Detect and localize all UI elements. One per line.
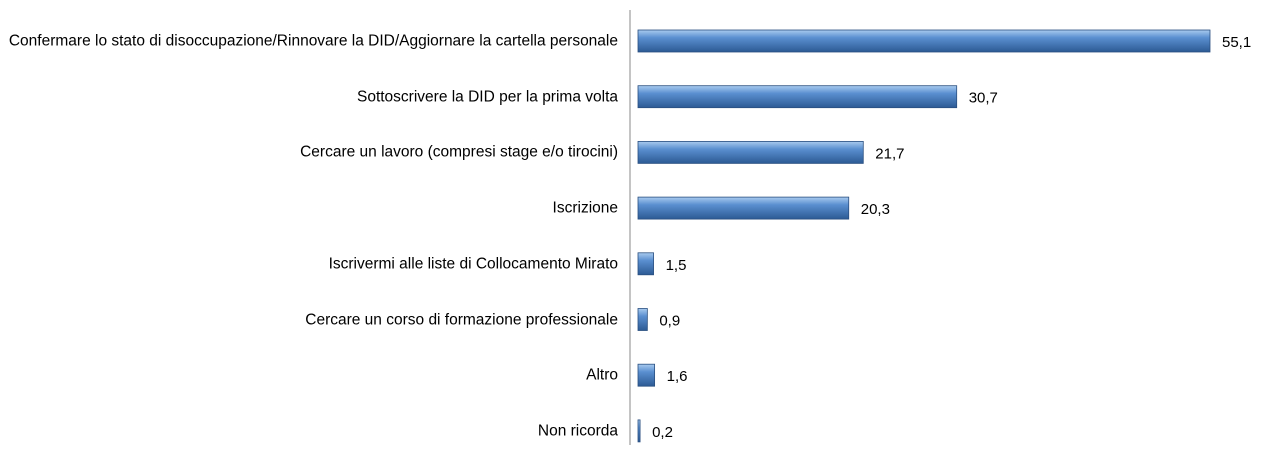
value-label: 30,7	[969, 90, 998, 107]
bar	[637, 196, 850, 220]
category-label: Cercare un lavoro (compresi stage e/o ti…	[300, 143, 618, 161]
value-label: 1,6	[667, 368, 688, 385]
value-label: 0,9	[659, 312, 680, 329]
category-label: Iscrizione	[552, 199, 618, 217]
category-label: Non ricorda	[537, 422, 618, 440]
value-label: 21,7	[875, 145, 904, 162]
category-label: Altro	[586, 366, 618, 384]
bar	[637, 140, 864, 164]
value-label: 1,5	[666, 257, 687, 274]
category-label: Cercare un corso di formazione professio…	[305, 311, 618, 328]
bar	[637, 29, 1211, 53]
bar	[637, 308, 648, 331]
bar	[637, 363, 656, 387]
category-label: Iscrivermi alle liste di Collocamento Mi…	[328, 255, 618, 273]
value-label: 0,2	[652, 424, 673, 441]
bar	[637, 252, 654, 276]
category-label: Sottoscrivere la DID per la prima volta	[356, 88, 618, 106]
bar	[637, 85, 958, 109]
bar	[637, 419, 641, 443]
value-label: 55,1	[1222, 34, 1251, 51]
category-label: Confermare lo stato di disoccupazione/Ri…	[8, 32, 618, 50]
value-label: 20,3	[861, 201, 890, 218]
